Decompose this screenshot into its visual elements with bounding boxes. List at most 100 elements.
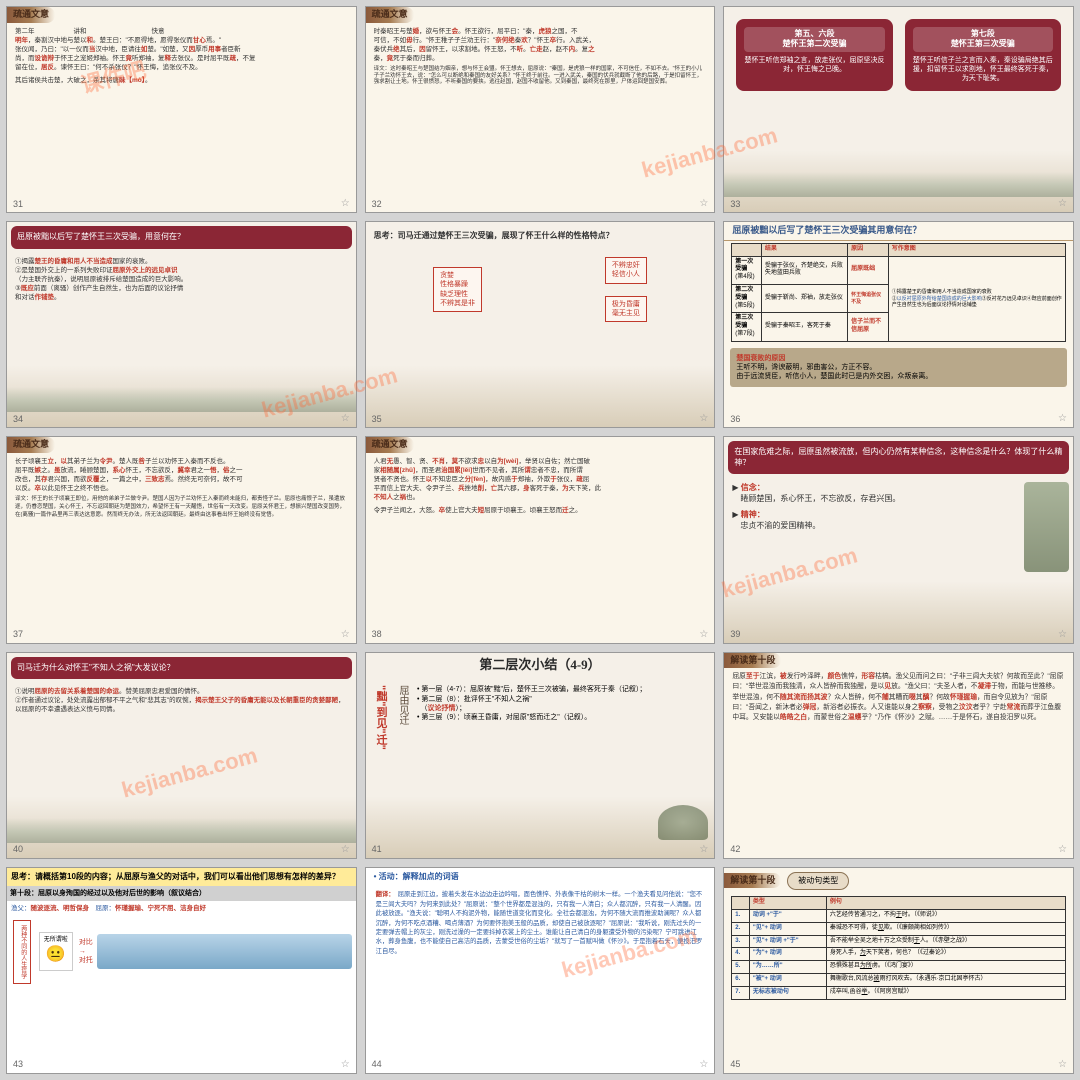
page-number: 44 [372, 1059, 382, 1071]
text-line: 张仪闻，乃曰："以一仪而当汉中地，臣请往如楚。"如楚，又因厚币用事者臣靳 [15, 45, 348, 54]
page-number: 33 [730, 199, 740, 211]
text-line: 贤者不贤也。怀王以不知忠臣之分[fèn]，故内惑于郑袖，外欺于张仪，疏屈 [374, 475, 707, 484]
slide-content: ▶ 信念： 睠顾楚国，系心怀王，不忘欲反，存君兴国。 ▶ 精神： 忠贞不渝的爱国… [724, 478, 1073, 535]
slide-header: 解读第十段 [724, 873, 781, 889]
section-title: 第十段：屈原以身殉国的经过以及他对后世的影响（叙议结合） [7, 886, 356, 901]
text-line: 家相随属[zhǔ]，而圣君治国累[lěi]世而不见者，其所谓忠者不忠，而所谓 [374, 466, 707, 475]
tree-illustration [658, 805, 708, 840]
slide-content: 长子顷襄王立，以其弟子兰为令尹。楚人既咎子兰以劝怀王入秦而不反也。 屈平既嫉之。… [7, 453, 356, 523]
card-body: 楚怀王听信郑袖之言，放走张仪，屈原坚决反对，怀王悔之已晚。 [744, 56, 884, 74]
mountain-decoration [7, 387, 356, 412]
slide-32: 疏通文意 时秦昭王与楚婚，欲与怀王会。怀王欲行，屈平曰："秦，虎狼之国，不 可信… [365, 6, 716, 213]
question: 思考：司马迁通过楚怀王三次受骗，展现了怀王什么样的性格特点？ [366, 222, 715, 249]
text-line: 以反。卒以此见怀王之终不悟也。 [15, 484, 348, 493]
slide-31: 疏通文意 第二年 讲和 快意 明年，秦割汉中地与楚以和。楚王曰："不愿得地，愿得… [6, 6, 357, 213]
left-label: 两种不同的人生哲学 [13, 920, 31, 984]
layer-list: • 第一层（4-7）：屈原被"黜"后，楚怀王三次被骗，最终客死于秦（记叙）； •… [413, 681, 710, 754]
answer-point: ②作者通过议论，处处流露出郁郁不平之气和"悲其志"的叹惋，揭示楚王父子的昏庸无能… [15, 696, 348, 714]
text-line: 尚，而设诡辩于怀王之宠姬郑袖。怀王竟听郑袖，复释去张仪。是时屈平既疏，不复 [15, 54, 348, 63]
slide-content: 时秦昭王与楚婚，欲与怀王会。怀王欲行，屈平曰："秦，虎狼之国，不 可信，不如毋行… [366, 23, 715, 90]
page-number: 39 [730, 629, 740, 641]
reason-box: 楚国衰败的原因王听不明，谗谀蔽明，邪曲害公，方正不容。由于远流贤臣，听信小人，楚… [730, 348, 1067, 387]
layer-item: • 第一层（4-7）：屈原被"黜"后，楚怀王三次被骗，最终客死于秦（记叙）； [417, 685, 706, 694]
vertical-label: "黜"到见"迁" [370, 681, 392, 754]
text-line: 屈平既嫉之。虽放流，睠顾楚国，系心怀王，不忘欲反，冀幸君之一悟，俗之一 [15, 466, 348, 475]
layer-item: • 第二层（8）：批评怀王"不知人之祸" （议论抒情）； [417, 695, 706, 713]
answer-line: 睠顾楚国，系心怀王，不忘欲反，存君兴国。 [732, 493, 1065, 504]
brush-title: 第二层次小结（4-9） [366, 653, 715, 678]
compare-labels: 对比→对托 [79, 938, 93, 965]
translation-body: 翻译： 屈原走到江边，披着头发在水边边走边吟唱，面色憔悴、外表像干枯的树木一样。… [366, 886, 715, 960]
page-number: 40 [13, 844, 23, 856]
layout-row: "黜"到见"迁" 屈由见迁 • 第一层（4-7）：屈原被"黜"后，楚怀王三次被骗… [366, 677, 715, 758]
page-number: 35 [372, 414, 382, 426]
answer-point: ③既应前面（离骚）创作产生自然生，也为后面的议论抒情 [15, 284, 348, 293]
slide-content: 人君无愚、智、贤、不肖，莫不欲求忠以自为[wèi]，举贤以自佐；然亡国破 家相随… [366, 453, 715, 519]
page-number: 43 [13, 1059, 23, 1071]
slide-header: 疏通文意 [366, 437, 414, 453]
figure-illustration [1024, 482, 1069, 572]
card-title: 第七段楚怀王第三次受骗 [913, 27, 1053, 52]
question-box: 在国家危难之际，屈原虽然被流放，但内心仍然有某种信念，这种信念是什么？体现了什么… [728, 441, 1069, 474]
slide-35: 思考：司马迁通过楚怀王三次受骗，展现了怀王什么样的性格特点？ 贪婪性格暴躁缺乏理… [365, 221, 716, 428]
trait-box: 极为昏庸毫无主见 [605, 296, 647, 322]
slide-42: 解读第十段 屈原至于江滨，被发行吟泽畔，颜色憔悴，形容枯槁。渔父见而问之曰："子… [723, 652, 1074, 859]
answer-line: 忠贞不渝的爱国精神。 [732, 520, 1065, 531]
slide-header: 解读第十段 [724, 653, 781, 669]
answer-point: ①说明屈原的去留关系着楚国的命运。赞美屈原忠君爱国的情怀。 [15, 687, 348, 696]
slide-45: 解读第十段 被动句类型 类型例句 1.动词 +"于"六艺经传皆通习之，不拘于时。… [723, 867, 1074, 1074]
passive-sentence-table: 类型例句 1.动词 +"于"六艺经传皆通习之，不拘于时。（《师说》） 2."见"… [731, 896, 1066, 999]
card-7: 第七段楚怀王第三次受骗 楚怀王听信子兰之言而入秦，秦设骗局绝其后援，扣留怀王以求… [905, 19, 1061, 91]
mountain-decoration [7, 818, 356, 843]
slide-41: 第二层次小结（4-9） "黜"到见"迁" 屈由见迁 • 第一层（4-7）：屈原被… [365, 652, 716, 859]
mountain-decoration [724, 172, 1073, 197]
analysis-table: 结果原因写作意图 第一次受骗(第4段)受骗于张仪，齐楚绝交，兵败失地蓝田兵败屈原… [731, 243, 1066, 342]
activity-title: • 活动：解释加点的词语 [366, 868, 715, 886]
page-number: 45 [730, 1059, 740, 1071]
text-line: 人君无愚、智、贤、不肖，莫不欲求忠以自为[wèi]，举贤以自佐；然亡国破 [374, 457, 707, 466]
text-line: 不知人之祸也。 [374, 493, 707, 502]
trait-box: 不辨忠奸轻信小人 [605, 257, 647, 283]
translation: 译文：这时秦昭王与楚国结为姻亲，想与怀王会盟。怀王想去，屈原说："秦国，是虎狼一… [374, 66, 707, 86]
slide-38: 疏通文意 人君无愚、智、贤、不肖，莫不欲求忠以自为[wèi]，举贤以自佐；然亡国… [365, 436, 716, 643]
slide-36: 屈原被黜以后写了楚怀王三次受骗其用意何在？ 结果原因写作意图 第一次受骗(第4段… [723, 221, 1074, 428]
slide-33: 第五、六段楚怀王第二次受骗 楚怀王听信郑袖之言，放走张仪，屈原坚决反对，怀王悔之… [723, 6, 1074, 213]
card-row: 第五、六段楚怀王第二次受骗 楚怀王听信郑袖之言，放走张仪，屈原坚决反对，怀王悔之… [724, 7, 1073, 103]
text-line: 平而信上官大夫、令尹子兰、兵挫地削，亡其六郡，身客死于秦，为天下笑，此 [374, 484, 707, 493]
question-box: 司马迁为什么对怀王"不知人之祸"大发议论？ [11, 657, 352, 679]
vertical-sub: 屈由见迁 [392, 681, 413, 754]
water-illustration [97, 934, 352, 969]
layer-item: • 第三层（9）：顷襄王昏庸，对屈原"怒而迁之"（记叙）。 [417, 713, 706, 722]
text-line: 明年，秦割汉中地与楚以和。楚王曰："不愿得地，愿得张仪而甘心焉。" [15, 36, 348, 45]
text-line: 秦伏兵绝其后，因留怀王，以求割地。怀王怒，不听。亡走赵，赵不内。复之 [374, 45, 707, 54]
answer-line: ▶ 精神： [732, 509, 1065, 520]
slide-content: 第二年 讲和 快意 明年，秦割汉中地与楚以和。楚王曰："不愿得地，愿得张仪而甘心… [7, 23, 356, 90]
slide-44: • 活动：解释加点的词语 翻译： 屈原走到江边，披着头发在水边边走边吟唱，面色憔… [365, 867, 716, 1074]
slide-34: 屈原被黜以后写了楚怀王三次受骗，用意何在？ ①揭露楚王的昏庸和用人不当造成国家的… [6, 221, 357, 428]
text-line: 令尹子兰闻之，大怒。卒使上官大夫短屈原于顷襄王。顷襄王怒而迁之。 [374, 506, 707, 515]
slide-content: ①揭露楚王的昏庸和用人不当造成国家的衰败。 ②是楚国外交上的一系列失败印证屈原外… [7, 253, 356, 306]
question-box: 屈原被黜以后写了楚怀王三次受骗，用意何在？ [11, 226, 352, 248]
page-number: 37 [13, 629, 23, 641]
text-line: 可信，不如毋行。"怀王稚子子兰劝王行："奈何绝秦欢？"怀王卒行。入武关， [374, 36, 707, 45]
page-number: 34 [13, 414, 23, 426]
trait-box: 贪婪性格暴躁缺乏理性不辨其是非 [433, 267, 482, 311]
slide-header: 疏通文意 [7, 437, 55, 453]
card-title: 第五、六段楚怀王第二次受骗 [744, 27, 884, 52]
page-number: 42 [730, 844, 740, 856]
slide-header: 疏通文意 [366, 7, 414, 23]
slide-title: 屈原被黜以后写了楚怀王三次受骗其用意何在？ [724, 222, 1073, 241]
slide-40: 司马迁为什么对怀王"不知人之祸"大发议论？ ①说明屈原的去留关系着楚国的命运。赞… [6, 652, 357, 859]
page-number: 41 [372, 844, 382, 856]
cartoon-emoji: 无所谓啦😐 [39, 932, 73, 971]
table-title: 被动句类型 [787, 872, 849, 890]
translation: 译文：怀王的长子顷襄王即位，用他的弟弟子兰做令尹。楚国人因为子兰劝怀王入秦而终未… [15, 496, 348, 519]
answer-point: ②是楚国外交上的一系列失败印证屈原外交上的远见卓识 [15, 266, 348, 275]
answer-point: （力主联齐抗秦），说明屈原被排斥给楚国造成的巨大影响。 [15, 275, 348, 284]
text-line: 留在位，居反。谏怀王曰："何不杀张仪？"怀王悔，追张仪不及。 [15, 63, 348, 72]
answer-point: ①揭露楚王的昏庸和用人不当造成国家的衰败。 [15, 257, 348, 266]
text-line: 秦，竟死于秦而归葬。 [374, 54, 707, 63]
fisherman-line: 渔父：随波逐流、明哲保身 屈原：怀瑾握瑜、宁死不屈、洁身自好 [11, 905, 352, 913]
diagram-area: 渔父：随波逐流、明哲保身 屈原：怀瑾握瑜、宁死不屈、洁身自好 两种不同的人生哲学… [7, 901, 356, 989]
slide-header: 疏通文意 [7, 7, 55, 23]
